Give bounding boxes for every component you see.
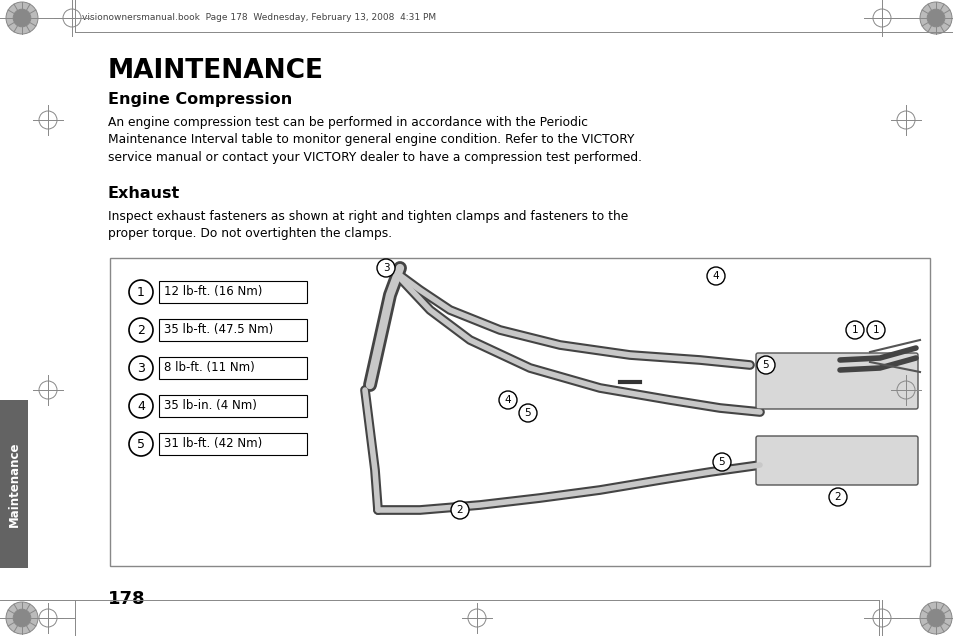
Text: 12 lb-ft. (16 Nm): 12 lb-ft. (16 Nm) <box>164 286 262 298</box>
Circle shape <box>926 9 943 27</box>
Text: visionownersmanual.book  Page 178  Wednesday, February 13, 2008  4:31 PM: visionownersmanual.book Page 178 Wednesd… <box>82 13 436 22</box>
Text: 8 lb-ft. (11 Nm): 8 lb-ft. (11 Nm) <box>164 361 254 375</box>
Text: 35 lb-ft. (47.5 Nm): 35 lb-ft. (47.5 Nm) <box>164 324 273 336</box>
Text: 2: 2 <box>456 505 463 515</box>
Circle shape <box>706 267 724 285</box>
Circle shape <box>6 2 38 34</box>
Text: 31 lb-ft. (42 Nm): 31 lb-ft. (42 Nm) <box>164 438 262 450</box>
Circle shape <box>6 602 38 634</box>
Bar <box>159 433 307 455</box>
Text: 1: 1 <box>872 325 879 335</box>
Circle shape <box>926 609 943 627</box>
FancyBboxPatch shape <box>755 353 917 409</box>
Text: 35 lb-in. (4 Nm): 35 lb-in. (4 Nm) <box>164 399 256 413</box>
Bar <box>110 258 929 566</box>
Circle shape <box>919 2 951 34</box>
Bar <box>159 281 307 303</box>
Circle shape <box>828 488 846 506</box>
Circle shape <box>518 404 537 422</box>
FancyBboxPatch shape <box>755 436 917 485</box>
Text: 5: 5 <box>137 438 145 450</box>
Text: 3: 3 <box>382 263 389 273</box>
Text: 4: 4 <box>137 399 145 413</box>
Circle shape <box>376 259 395 277</box>
Text: Engine Compression: Engine Compression <box>108 92 292 107</box>
Text: 5: 5 <box>718 457 724 467</box>
Circle shape <box>498 391 517 409</box>
Text: Inspect exhaust fasteners as shown at right and tighten clamps and fasteners to : Inspect exhaust fasteners as shown at ri… <box>108 210 628 240</box>
Text: 178: 178 <box>108 590 146 608</box>
Text: 5: 5 <box>524 408 531 418</box>
Bar <box>0 400 28 568</box>
Text: MAINTENANCE: MAINTENANCE <box>108 58 324 84</box>
Text: An engine compression test can be performed in accordance with the Periodic
Main: An engine compression test can be perfor… <box>108 116 641 164</box>
Circle shape <box>757 356 774 374</box>
Text: 2: 2 <box>834 492 841 502</box>
Text: 4: 4 <box>712 271 719 281</box>
Text: 1: 1 <box>851 325 858 335</box>
Bar <box>159 319 307 341</box>
Circle shape <box>13 9 30 27</box>
Text: Maintenance: Maintenance <box>8 441 20 527</box>
Text: 1: 1 <box>137 286 145 298</box>
Text: 3: 3 <box>137 361 145 375</box>
Circle shape <box>919 602 951 634</box>
Bar <box>159 395 307 417</box>
Circle shape <box>712 453 730 471</box>
Circle shape <box>451 501 469 519</box>
Text: 4: 4 <box>504 395 511 405</box>
Circle shape <box>866 321 884 339</box>
Circle shape <box>13 609 30 627</box>
Text: 5: 5 <box>761 360 768 370</box>
Circle shape <box>845 321 863 339</box>
Bar <box>159 357 307 379</box>
Text: Exhaust: Exhaust <box>108 186 180 201</box>
Text: 2: 2 <box>137 324 145 336</box>
